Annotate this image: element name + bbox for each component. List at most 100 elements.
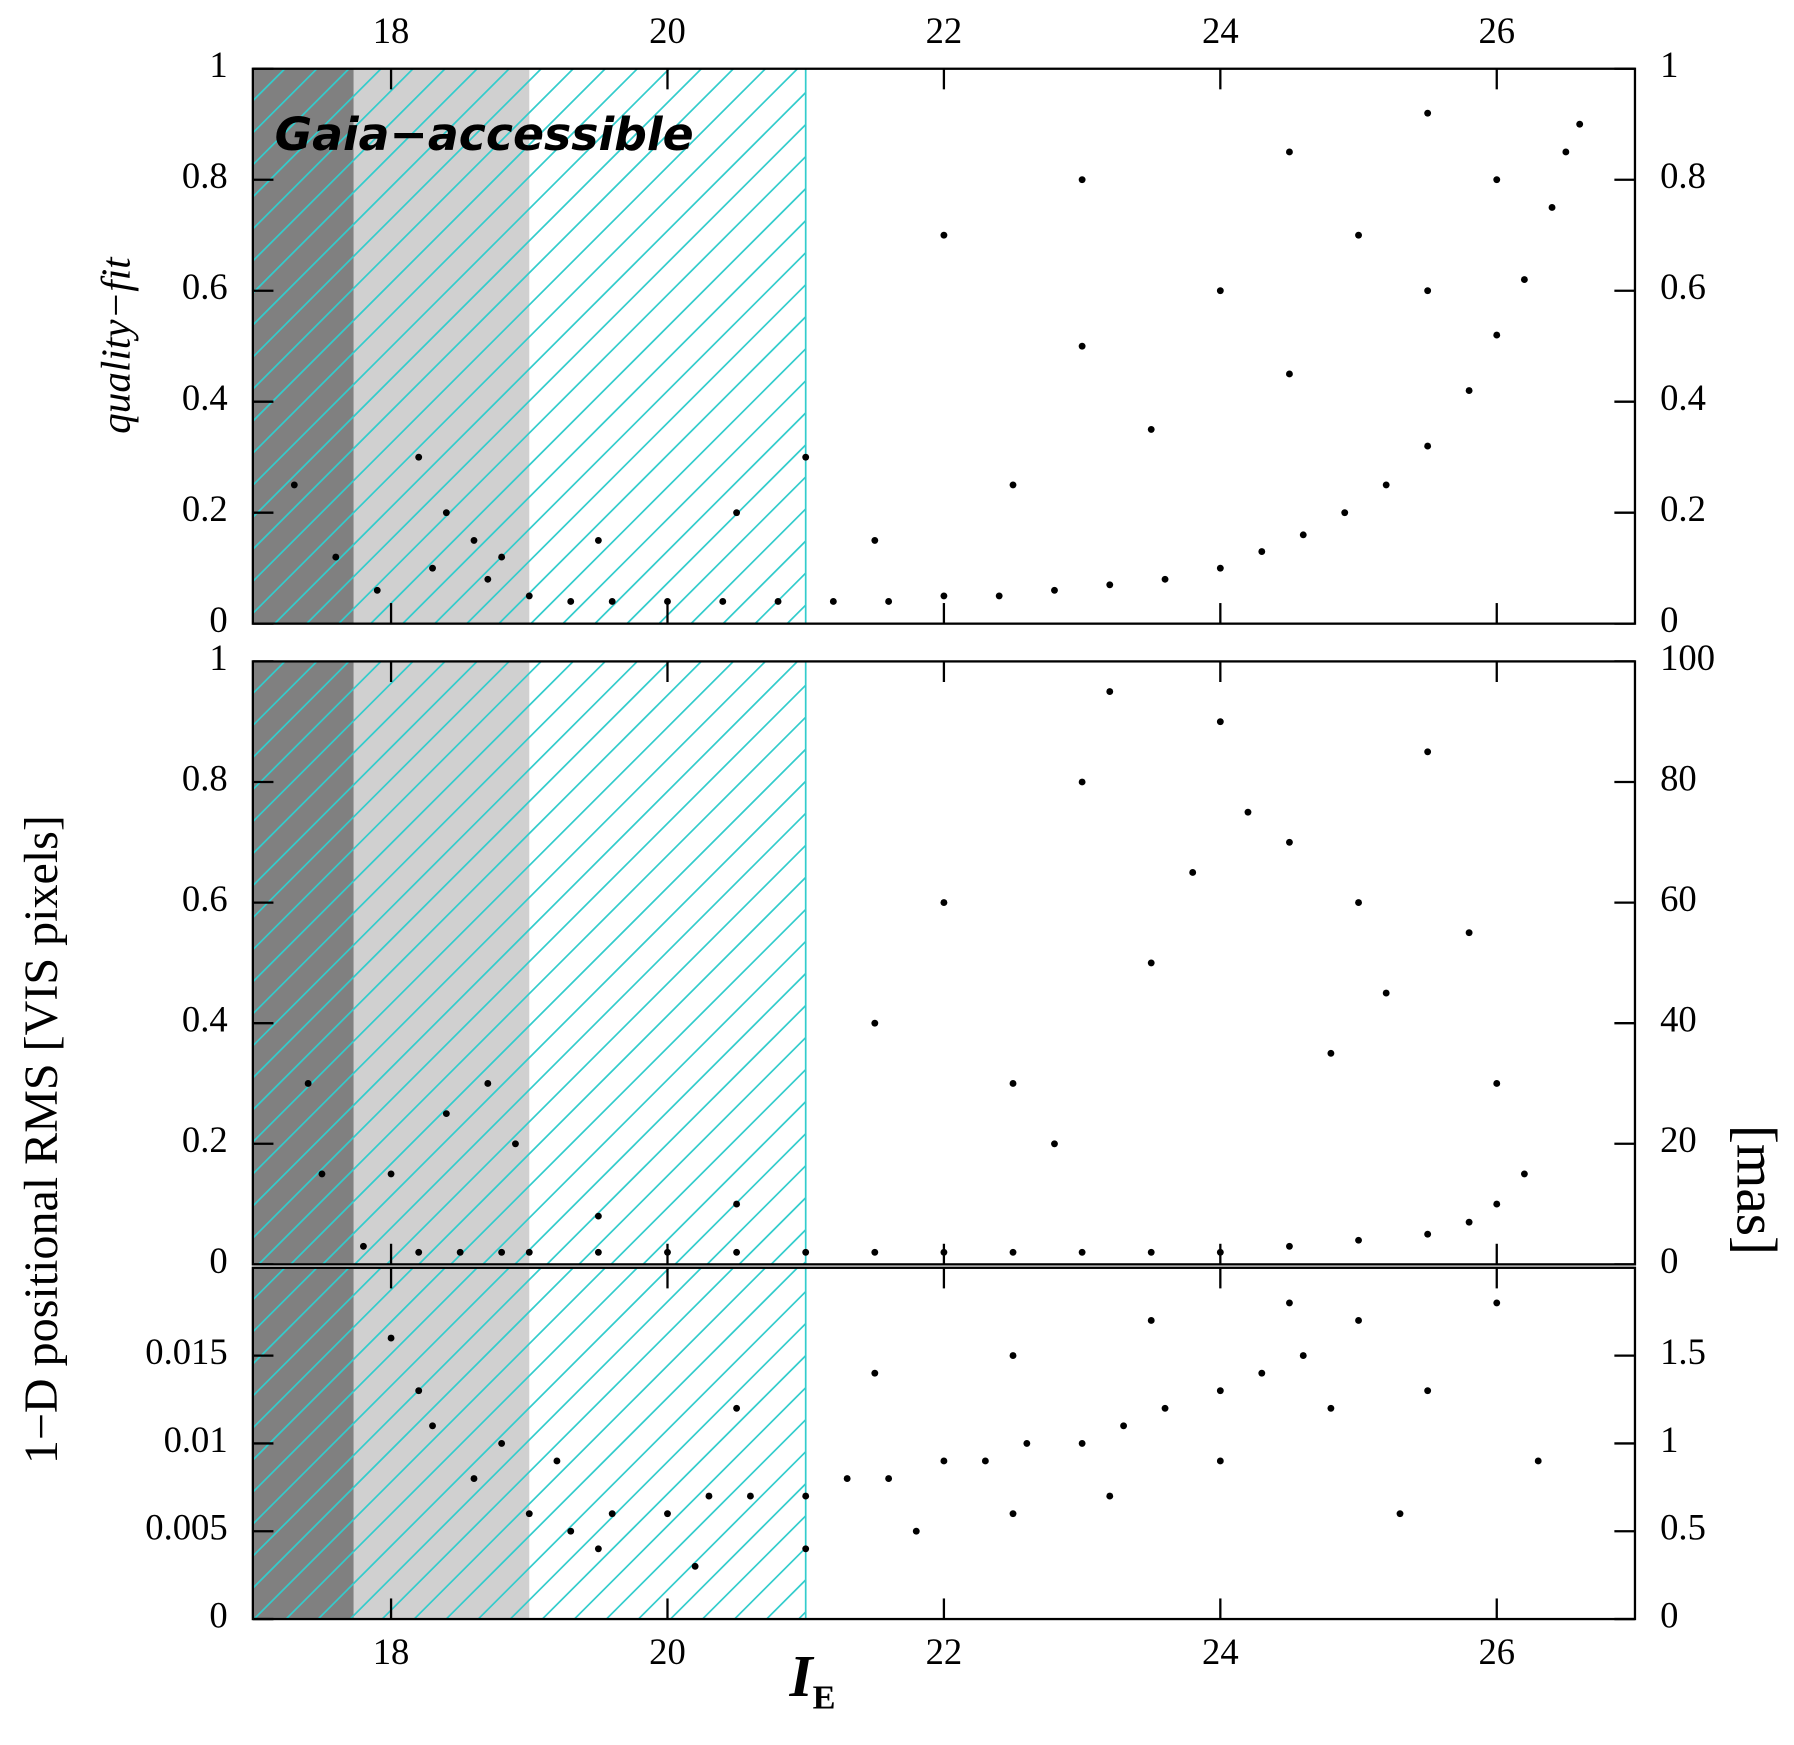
data-point [1106,688,1114,695]
hatch-line [252,661,542,951]
hatch-region [252,1267,806,1620]
data-point [981,1457,989,1465]
data-point [1216,287,1224,295]
data-point [1493,1200,1501,1208]
hatch-line [738,1196,806,1265]
y2-tick-label: 100 [1660,637,1715,678]
y2-axis-label: [mas] [1724,1125,1787,1255]
hatch-line [252,1267,542,1558]
hatch-line [252,68,446,263]
data-point [1009,1248,1017,1256]
hatch-line [252,1267,350,1366]
data-point [885,1475,893,1482]
data-point [512,1140,519,1148]
y2-tick-label: 1.5 [1660,1331,1706,1372]
hatch-line [252,1267,414,1430]
data-point [484,1080,492,1087]
data-point [567,598,575,605]
data-point [1189,869,1197,876]
hatch-line [306,123,806,624]
y2-tick-label: 0.4 [1660,377,1706,418]
panel [252,68,807,624]
hatch-line [273,91,806,624]
data-point [332,553,340,561]
hatch-line [626,443,806,624]
hatch-line [252,68,799,615]
y-tick-label: 0.8 [182,757,228,798]
y2-tick-label: 0 [1660,599,1678,640]
data-point [1078,176,1086,184]
hatch-line [754,571,806,624]
hatch-line [434,251,806,624]
data-point [415,1387,423,1395]
data-point [1341,509,1349,517]
data-point [1396,1510,1404,1518]
hatch-line [253,1267,606,1620]
data-point [608,598,616,605]
data-point [733,1248,741,1256]
data-point [1493,1299,1501,1307]
data-point [871,1019,879,1027]
data-point [373,586,381,594]
data-point [1493,1080,1501,1087]
hatch-line [546,1004,806,1265]
x-tick-label: 18 [373,10,410,51]
data-point [470,536,478,544]
data-point [525,1248,533,1256]
data-point [1382,989,1390,997]
x-tick-label: 20 [649,10,686,51]
data-point [1286,1299,1293,1307]
data-point [1147,959,1155,967]
hatch-line [252,661,478,887]
data-point [733,509,741,517]
data-point [456,1248,464,1256]
hatch-line [466,283,806,624]
hatch-line [418,876,806,1265]
data-point [1078,778,1086,786]
data-point [1120,1422,1128,1430]
data-point [871,1369,879,1377]
y-tick-label: 0.4 [182,999,228,1040]
y-tick-label: 0.4 [182,377,228,418]
y2-tick-label: 1 [1660,1419,1678,1460]
data-point [1023,1439,1031,1447]
hatch-line [252,661,382,791]
hatch-line [252,1267,510,1526]
y2-tick-label: 0 [1660,1594,1678,1635]
hatch-line [802,1260,806,1265]
y-tick-label: 0.2 [182,488,228,529]
hatch-line [413,1267,767,1620]
hatch-line [669,1482,806,1620]
hatch-line [482,940,806,1265]
data-point [885,598,893,605]
data-point [1286,148,1293,156]
data-point [1216,564,1224,572]
hatch-line [290,748,806,1265]
hatch-line [252,68,574,391]
data-point [1216,1387,1224,1395]
hatch-line [252,661,767,1176]
data-point [1286,838,1293,846]
data-point [691,1562,699,1570]
data-point [1424,287,1432,295]
hatch-line [252,68,606,423]
y-tick-label: 0.6 [182,878,228,919]
data-point [1355,1236,1362,1244]
hatch-line [252,1267,478,1494]
hatch-line [257,716,806,1265]
data-point [774,598,782,605]
data-point [1161,1404,1169,1412]
x-tick-label: 24 [1202,1631,1239,1672]
data-point [802,453,810,461]
data-point [802,1545,810,1553]
hatch-line [530,347,806,624]
hatch-line [252,661,414,823]
y-tick-label: 0.8 [182,155,228,196]
data-point [1147,1248,1155,1256]
panel [252,1267,807,1620]
y-tick-label: 1 [209,637,227,678]
data-point [484,575,492,583]
data-point [1078,1439,1086,1447]
data-point [1355,1317,1362,1324]
hatch-line [252,68,286,102]
